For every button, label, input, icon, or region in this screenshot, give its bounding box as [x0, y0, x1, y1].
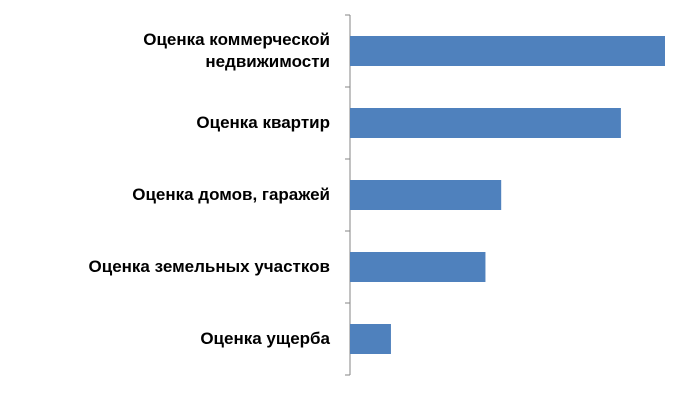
bar [350, 252, 486, 282]
y-tick-label: Оценка домов, гаражей [132, 185, 330, 204]
y-tick-label: Оценка ущерба [200, 329, 330, 348]
bar [350, 108, 621, 138]
bar [350, 36, 665, 66]
bar [350, 180, 502, 210]
bar [350, 324, 391, 354]
y-tick-label: Оценка квартир [196, 113, 330, 132]
y-tick-label: Оценка коммерческой недвижимости [143, 30, 330, 71]
y-tick-label: Оценка земельных участков [88, 257, 330, 276]
